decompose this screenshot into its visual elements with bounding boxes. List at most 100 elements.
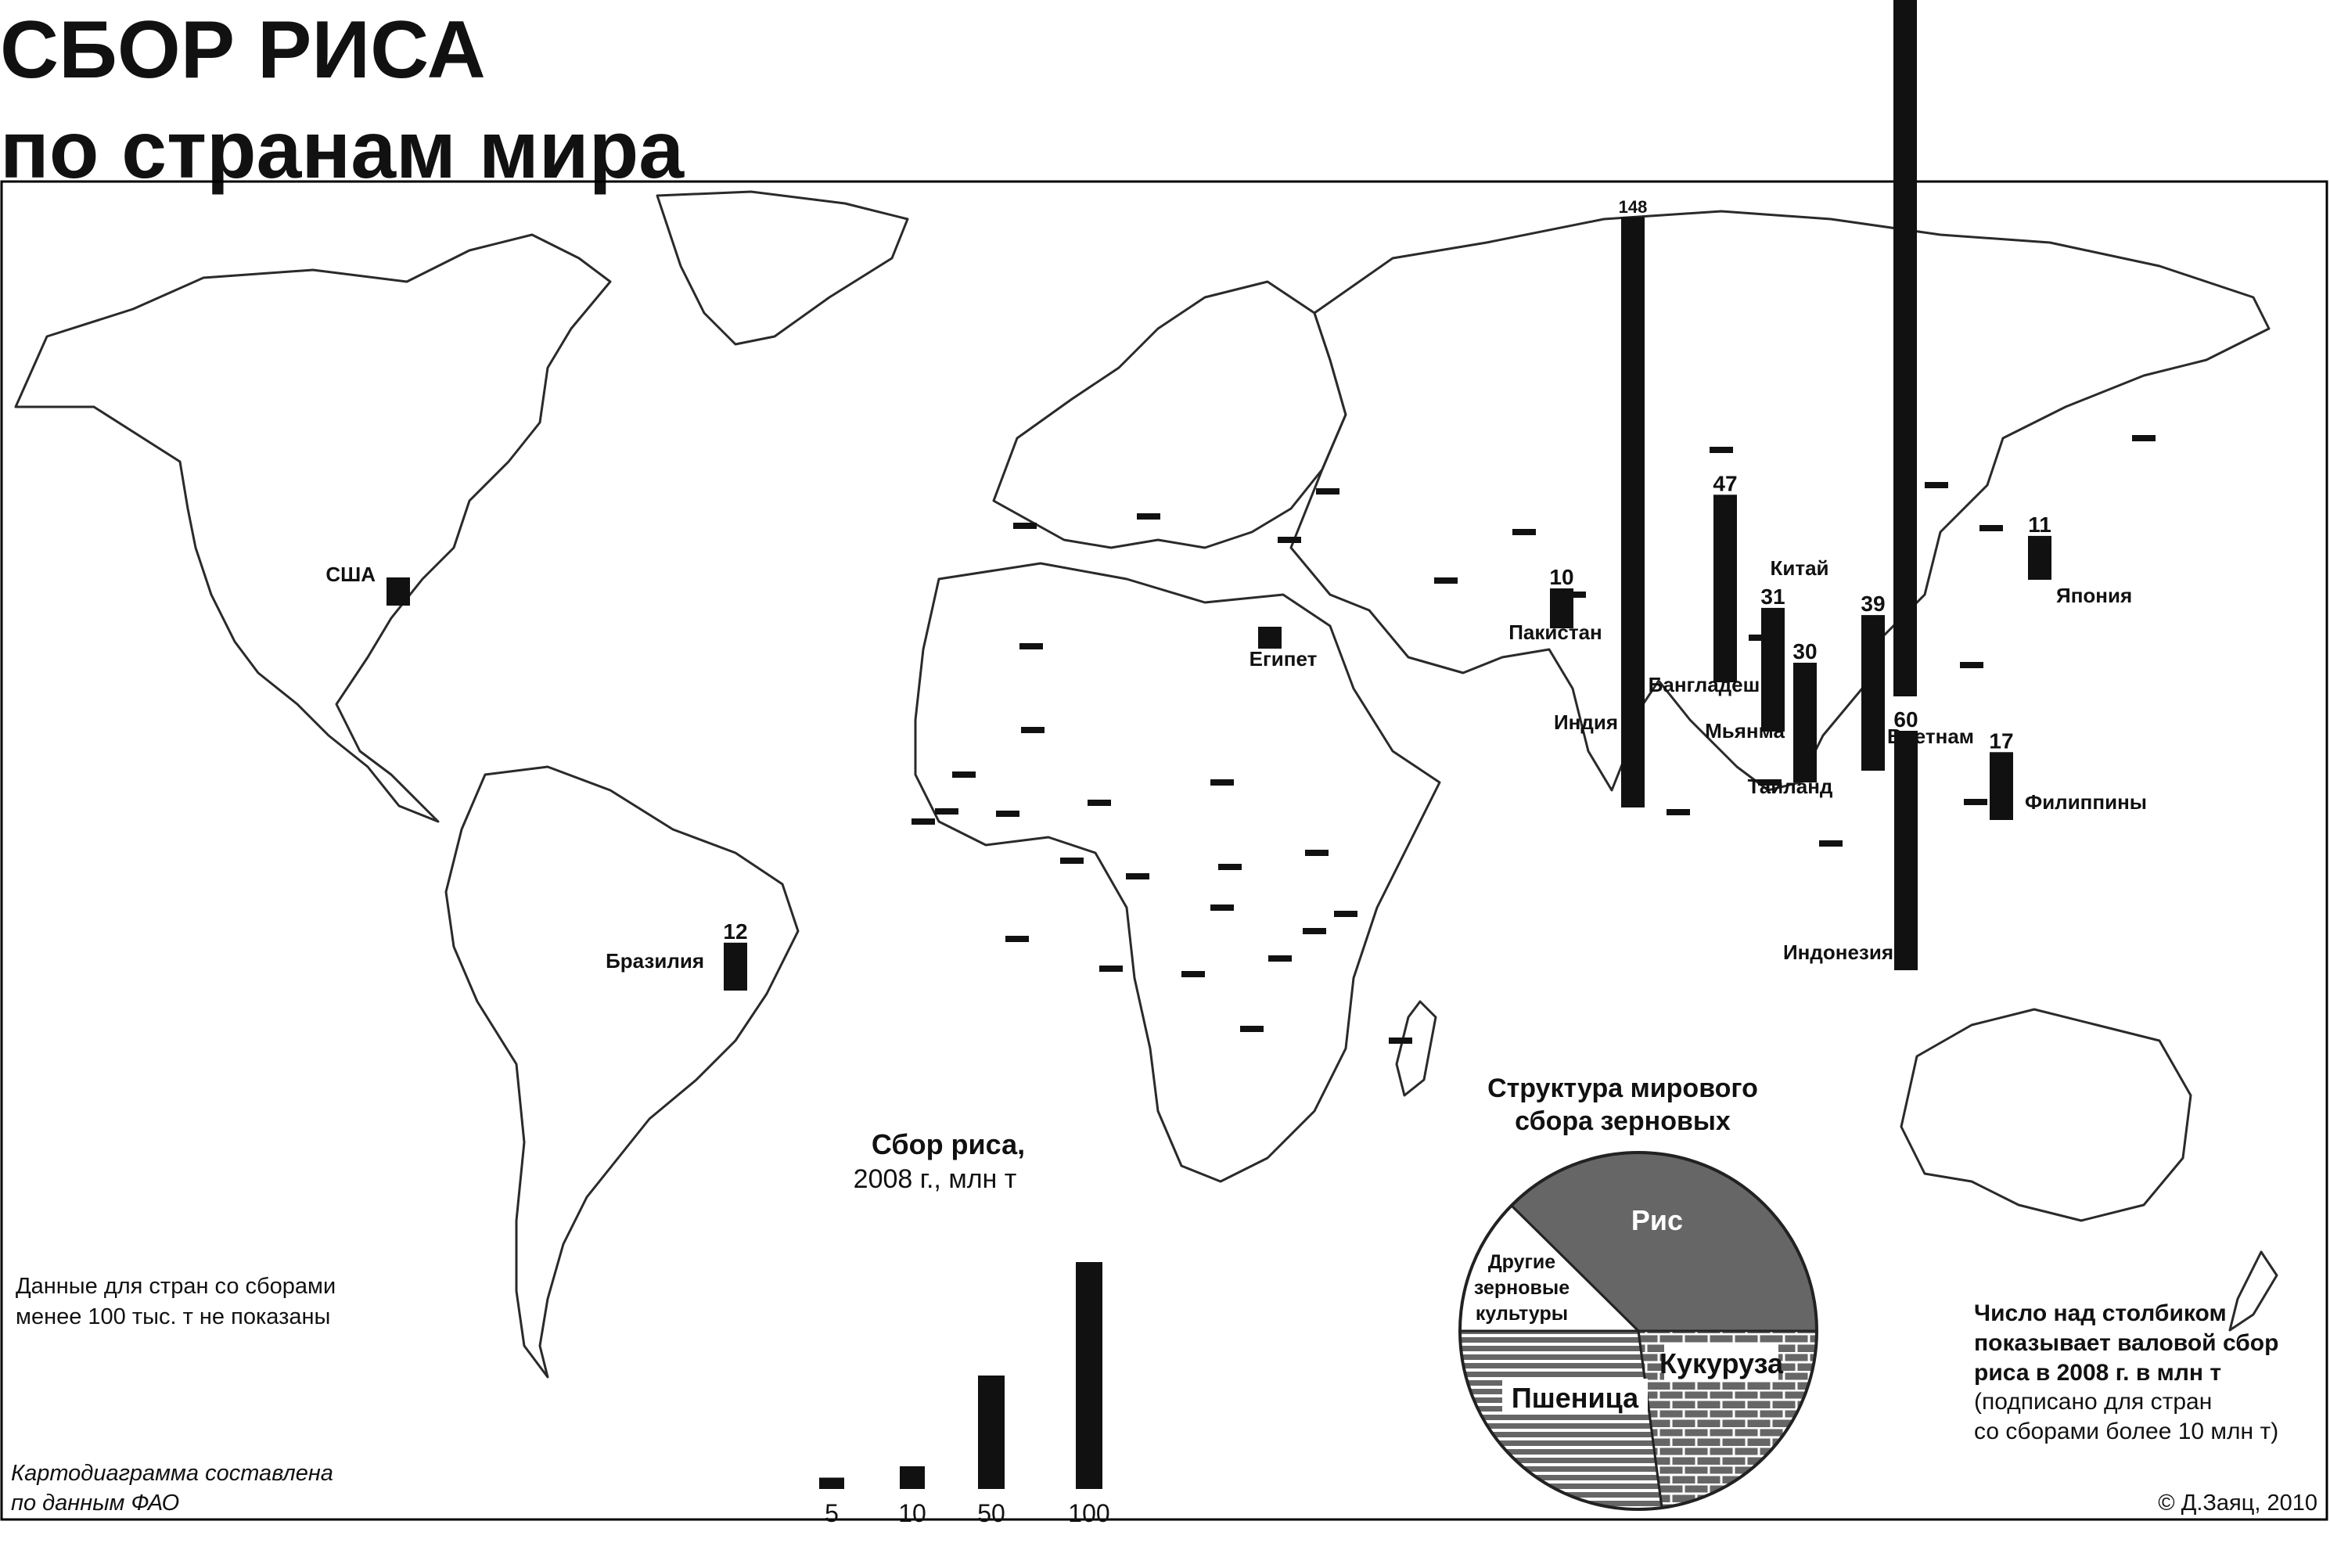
pie-label-maize: Кукуруза [1659, 1347, 1784, 1379]
small-producer-marker [1710, 447, 1733, 453]
bar-индия [1621, 217, 1645, 807]
bar-value-таиланд: 30 [1792, 639, 1817, 664]
copyright: © Д.Заяц, 2010 [2158, 1491, 2317, 1516]
map-frame [0, 180, 2328, 1521]
country-label-индия: Индия [1554, 710, 1618, 734]
small-producer-marker [1316, 488, 1339, 494]
bar-филиппины [1990, 752, 2013, 820]
country-label-япония: Япония [2056, 584, 2132, 607]
country-label-индонезия: Индонезия [1783, 940, 1893, 964]
country-индонезия: 60 Индонезия [1783, 707, 1918, 970]
title-line-1: СБОР РИСА [0, 5, 486, 95]
country-label-бразилия: Бразилия [606, 949, 704, 973]
country-label-китай: Китай [1770, 556, 1828, 580]
country-label-бангладеш: Бангладеш [1649, 673, 1760, 696]
country-сша: США [325, 563, 410, 606]
scale-value-5: 5 [825, 1499, 839, 1527]
scale-title: Сбор риса, [872, 1128, 1025, 1160]
small-producer-marker [1964, 799, 1987, 805]
small-producer-marker [1303, 928, 1326, 934]
small-producer-marker [1960, 662, 1983, 668]
country-япония: 11 Япония [2028, 512, 2132, 607]
scale-bar-100 [1076, 1262, 1102, 1489]
australia [1900, 1008, 2192, 1222]
note-explain-line-1: Число над столбиком [1974, 1300, 2227, 1326]
small-producer-marker [1210, 779, 1234, 786]
small-producer-marker [1334, 911, 1357, 917]
note-explain-line-5: со сборами более 10 млн т) [1974, 1419, 2278, 1444]
small-producer-marker [1019, 643, 1043, 649]
small-producer-marker [1925, 482, 1948, 488]
country-бангладеш: 47 Бангладеш [1649, 471, 1760, 696]
small-producer-marker [1268, 955, 1292, 962]
bar-таиланд [1793, 663, 1817, 782]
small-producer-marker [1434, 577, 1458, 584]
small-producer-marker [1667, 809, 1690, 815]
south-america [444, 765, 800, 1379]
bar-египет [1258, 627, 1282, 649]
bar-value-индия: 148 [1619, 197, 1648, 217]
bar-value-пакистан: 10 [1549, 565, 1573, 589]
note-threshold-line-2: менее 100 тыс. т не показаны [16, 1304, 330, 1329]
pie-title-line-2: сбора зерновых [1515, 1106, 1731, 1136]
small-producer-marker [1512, 529, 1536, 535]
small-producer-marker [1758, 779, 1782, 786]
small-producer-marker [1562, 592, 1586, 598]
scale-bar-50 [978, 1376, 1005, 1489]
bar-value-вьетнам: 39 [1861, 592, 1885, 616]
pie-label-rice: Рис [1631, 1204, 1683, 1236]
country-индия: 148 Индия [1554, 197, 1647, 807]
small-producer-marker [2132, 435, 2156, 441]
bar-value-бангладеш: 47 [1713, 471, 1737, 495]
bar-пакистан [1550, 588, 1573, 628]
small-producer-marker [996, 811, 1019, 817]
scale-legend: Сбор риса, 2008 г., млн т 5 10 50 100 [819, 1128, 1110, 1527]
pie-label-other-line: Другие [1488, 1251, 1555, 1273]
pie-slice-wheat [1458, 1329, 1663, 1511]
small-producer-marker [1240, 1026, 1264, 1032]
small-producer-marker [1137, 513, 1160, 520]
country-label-пакистан: Пакистан [1508, 620, 1602, 644]
notes: Данные для стран со сборами менее 100 ты… [11, 1274, 2317, 1516]
pie-title-line-1: Структура мирового [1487, 1074, 1758, 1103]
small-producer-markers [912, 435, 2156, 1044]
small-producer-marker [912, 818, 935, 825]
note-explain-line-4: (подписано для стран [1974, 1389, 2212, 1415]
country-label-вьетнам: Вьетнам [1887, 725, 1974, 748]
country-label-таиланд: Таиланд [1748, 775, 1833, 798]
madagascar [1395, 1000, 1437, 1097]
country-филиппины: 17 Филиппины [1989, 728, 2147, 820]
small-producer-marker [1088, 800, 1111, 806]
bar-япония [2028, 535, 2051, 580]
small-producer-marker [1021, 727, 1045, 733]
europe [992, 280, 1347, 549]
country-таиланд: 30 Таиланд [1748, 639, 1833, 798]
bar-мьянма [1761, 607, 1785, 732]
landmasses [14, 190, 2278, 1379]
new-zealand [2228, 1250, 2278, 1332]
country-пакистан: 10 Пакистан [1508, 565, 1602, 644]
country-бразилия: 12 Бразилия [606, 919, 748, 991]
small-producer-marker [1278, 537, 1301, 543]
greenland [656, 190, 909, 346]
small-producer-marker [1819, 840, 1843, 847]
bar-value-япония: 11 [2028, 512, 2051, 537]
note-source-line-2: по данным ФАО [11, 1491, 179, 1516]
small-producer-marker [1099, 966, 1123, 972]
bar-сша [387, 577, 410, 606]
small-producer-marker [1749, 635, 1772, 641]
country-label-филиппины: Филиппины [2025, 790, 2147, 814]
bar-вьетнам [1861, 615, 1885, 771]
note-threshold-line-1: Данные для стран со сборами [16, 1274, 336, 1299]
country-вьетнам: 39 Вьетнам [1861, 592, 1974, 771]
country-египет: Египет [1249, 627, 1318, 671]
africa [914, 562, 1441, 1183]
pie-label-other-line: зерновые [1474, 1277, 1570, 1299]
pie-label-other-line: культуры [1476, 1303, 1568, 1325]
country-китай: 193Китай [1770, 0, 1917, 696]
scale-bar-5 [819, 1477, 844, 1489]
bar-китай [1893, 0, 1917, 696]
country-bars: 193Китай 148 Индия 60 Индонезия 47 Бангладеш 39… [325, 0, 2147, 991]
scale-subtitle: 2008 г., млн т [854, 1164, 1017, 1194]
